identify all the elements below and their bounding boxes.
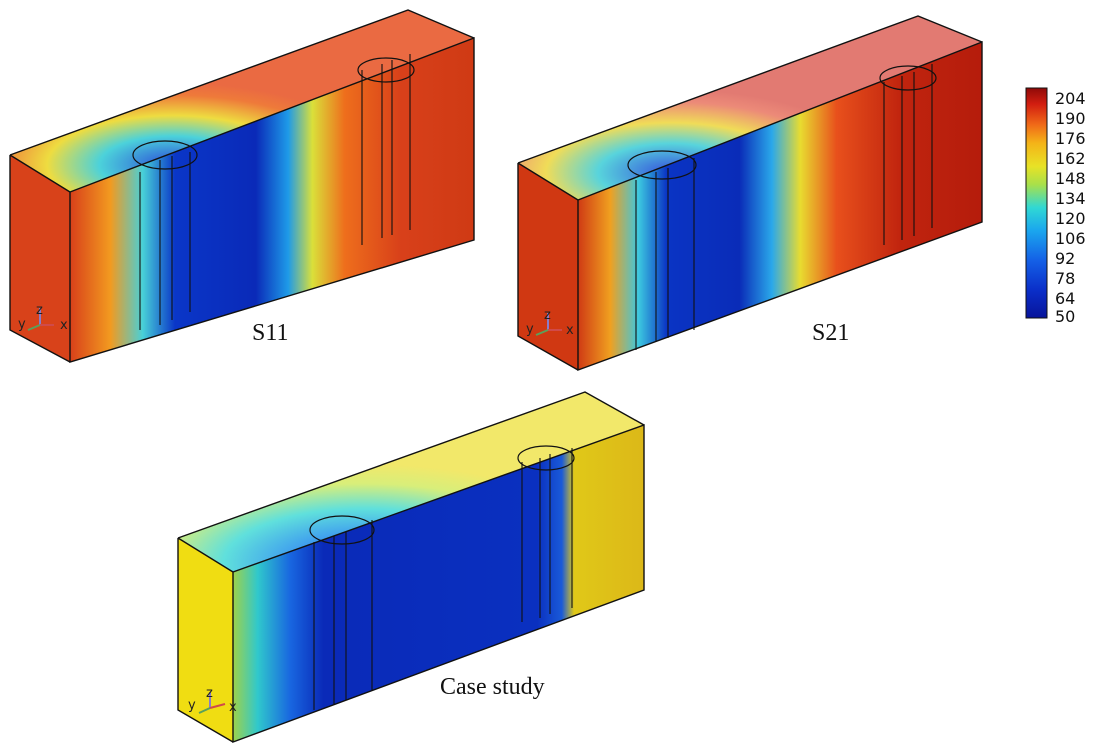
s21-x-label: x xyxy=(566,323,574,338)
colorbar xyxy=(1025,87,1048,319)
s11-hole-right xyxy=(357,57,415,83)
case-x-label: x xyxy=(229,700,237,715)
s21-front-face xyxy=(578,42,982,370)
panel-label-s21: S21 xyxy=(812,320,850,346)
case-y-label: y xyxy=(188,698,196,713)
case-pillar-left xyxy=(313,520,373,710)
panel-label-case: Case study xyxy=(440,674,545,700)
s21-left-face xyxy=(518,163,578,370)
s21-axis-triad: z x y xyxy=(526,308,574,338)
s21-top-face xyxy=(518,16,982,200)
colorbar-tick: 64 xyxy=(1055,289,1076,308)
s11-front-face xyxy=(70,38,474,362)
colorbar-gradient xyxy=(1025,87,1048,319)
case-hole-right xyxy=(517,445,575,471)
s11-block xyxy=(9,9,475,363)
colorbar-tick: 148 xyxy=(1055,169,1086,188)
s21-z-label: z xyxy=(544,308,551,323)
panel-label-s11: S11 xyxy=(252,320,289,346)
s11-y-label: y xyxy=(18,317,26,332)
case-front-face xyxy=(233,425,644,742)
case-z-label: z xyxy=(206,686,213,701)
colorbar-tick: 204 xyxy=(1055,89,1086,108)
case-block xyxy=(177,391,645,744)
s21-pillar-right xyxy=(883,64,933,245)
s11-left-face xyxy=(10,155,70,362)
s11-pillar-right xyxy=(361,54,411,245)
s11-axis-triad: z x y xyxy=(18,303,68,333)
colorbar-tick: 162 xyxy=(1055,149,1086,168)
colorbar-tick: 190 xyxy=(1055,109,1086,128)
s11-x-label: x xyxy=(60,318,68,333)
case-left-face xyxy=(178,538,233,742)
s11-hole-left xyxy=(132,140,198,170)
s11-z-label: z xyxy=(36,303,43,318)
s11-top-face xyxy=(10,10,474,192)
colorbar-tick: 92 xyxy=(1055,249,1076,268)
case-axis-triad: z x y xyxy=(188,686,237,715)
s21-y-label: y xyxy=(526,322,534,337)
colorbar-tick: 134 xyxy=(1055,189,1086,208)
colorbar-tick: 50 xyxy=(1055,307,1076,326)
colorbar-tick: 78 xyxy=(1055,269,1076,288)
s21-pillar-left xyxy=(635,158,695,350)
colorbar-tick: 106 xyxy=(1055,229,1086,248)
s21-block xyxy=(517,15,983,372)
case-top-face xyxy=(178,392,644,572)
s21-hole-left xyxy=(627,150,697,180)
case-hole-left xyxy=(309,515,375,545)
s11-pillar-left xyxy=(139,152,191,330)
colorbar-tick: 120 xyxy=(1055,209,1086,228)
colorbar-tick: 176 xyxy=(1055,129,1086,148)
case-pillar-right xyxy=(521,448,573,622)
s21-hole-right xyxy=(879,65,937,91)
